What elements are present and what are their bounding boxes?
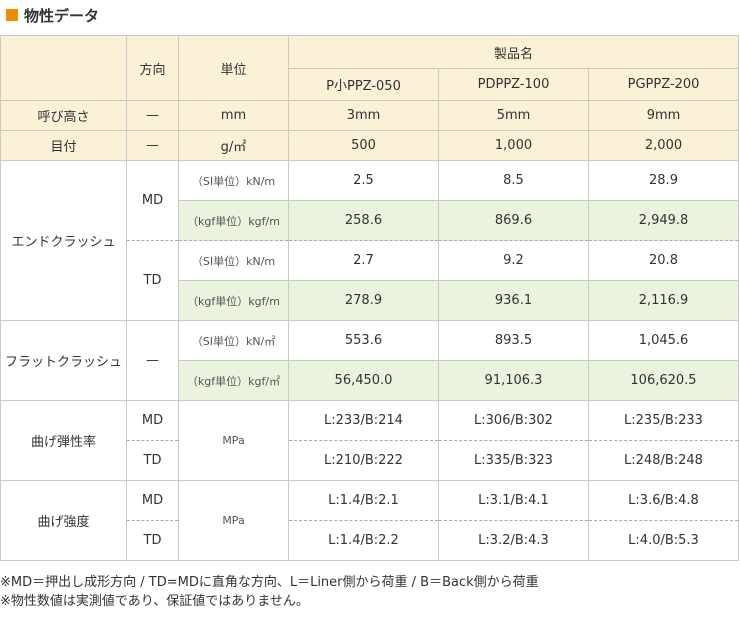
value-cell: L:210/B:222 xyxy=(288,440,439,481)
value-cell: L:4.0/B:5.3 xyxy=(588,520,739,561)
property-table: 方向 単位 製品名 P小PPZ-050 PDPPZ-100 PGPPZ-200 … xyxy=(0,35,739,561)
product-1: P小PPZ-050 xyxy=(288,68,439,101)
unit-cell: mm xyxy=(178,100,289,131)
value-cell: L:248/B:248 xyxy=(588,440,739,481)
direction-cell: TD xyxy=(126,520,179,561)
note-line: ※物性数値は実測値であり、保証値ではありません。 xyxy=(0,594,309,609)
value-cell: 106,620.5 xyxy=(588,360,739,401)
value-cell: 2,000 xyxy=(588,130,739,161)
orange-square-icon xyxy=(6,9,18,21)
unit-cell: MPa xyxy=(178,480,289,561)
value-cell: 91,106.3 xyxy=(438,360,589,401)
unit-cell: （kgf単位）kgf/㎡ xyxy=(178,360,289,401)
direction-cell: — xyxy=(126,100,179,131)
header-direction: 方向 xyxy=(126,35,179,101)
value-cell: L:3.1/B:4.1 xyxy=(438,480,589,521)
product-3: PGPPZ-200 xyxy=(588,68,739,101)
value-cell: 2,116.9 xyxy=(588,280,739,321)
value-cell: L:233/B:214 xyxy=(288,400,439,441)
note-line: ※MD＝押出し成形方向 / TD=MDに直角な方向、L＝Liner側から荷重 /… xyxy=(0,575,539,590)
value-cell: L:235/B:233 xyxy=(588,400,739,441)
direction-cell: MD xyxy=(126,160,179,241)
value-cell: 553.6 xyxy=(288,320,439,361)
row-label-mesh: 目付 xyxy=(0,130,127,161)
unit-cell: （kgf単位）kgf/m xyxy=(178,200,289,241)
row-label-height: 呼び高さ xyxy=(0,100,127,131)
direction-cell: — xyxy=(126,130,179,161)
value-cell: 2.5 xyxy=(288,160,439,201)
value-cell: 500 xyxy=(288,130,439,161)
value-cell: 28.9 xyxy=(588,160,739,201)
row-label-flex-strength: 曲げ強度 xyxy=(0,480,127,561)
value-cell: 278.9 xyxy=(288,280,439,321)
section-title: 物性データ xyxy=(0,3,99,27)
section-title-text: 物性データ xyxy=(24,6,100,25)
value-cell: 3mm xyxy=(288,100,439,131)
value-cell: L:306/B:302 xyxy=(438,400,589,441)
value-cell: L:335/B:323 xyxy=(438,440,589,481)
value-cell: L:1.4/B:2.1 xyxy=(288,480,439,521)
value-cell: 893.5 xyxy=(438,320,589,361)
value-cell: L:1.4/B:2.2 xyxy=(288,520,439,561)
unit-cell: （SI単位）kN/m xyxy=(178,160,289,201)
direction-cell: — xyxy=(126,320,179,401)
direction-cell: TD xyxy=(126,240,179,321)
unit-cell: （SI単位）kN/m xyxy=(178,240,289,281)
value-cell: 1,045.6 xyxy=(588,320,739,361)
value-cell: 869.6 xyxy=(438,200,589,241)
value-cell: 258.6 xyxy=(288,200,439,241)
unit-cell: （SI単位）kN/㎡ xyxy=(178,320,289,361)
value-cell: 20.8 xyxy=(588,240,739,281)
row-label-end-crush: エンドクラッシュ xyxy=(0,160,127,321)
value-cell: 9mm xyxy=(588,100,739,131)
value-cell: 1,000 xyxy=(438,130,589,161)
value-cell: 8.5 xyxy=(438,160,589,201)
product-2: PDPPZ-100 xyxy=(438,68,589,101)
value-cell: 9.2 xyxy=(438,240,589,281)
header-product-name: 製品名 xyxy=(288,35,739,69)
value-cell: 2.7 xyxy=(288,240,439,281)
row-label-flex-modulus: 曲げ弾性率 xyxy=(0,400,127,481)
value-cell: 56,450.0 xyxy=(288,360,439,401)
value-cell: L:3.2/B:4.3 xyxy=(438,520,589,561)
notes: ※MD＝押出し成形方向 / TD=MDに直角な方向、L＝Liner側から荷重 /… xyxy=(0,573,539,611)
direction-cell: MD xyxy=(126,400,179,441)
row-label-flat-crush: フラットクラッシュ xyxy=(0,320,127,401)
header-unit: 単位 xyxy=(178,35,289,101)
value-cell: 2,949.8 xyxy=(588,200,739,241)
unit-cell: （kgf単位）kgf/m xyxy=(178,280,289,321)
value-cell: 936.1 xyxy=(438,280,589,321)
direction-cell: MD xyxy=(126,480,179,521)
direction-cell: TD xyxy=(126,440,179,481)
unit-cell: g/㎡ xyxy=(178,130,289,161)
header-blank xyxy=(0,35,127,101)
unit-cell: MPa xyxy=(178,400,289,481)
value-cell: L:3.6/B:4.8 xyxy=(588,480,739,521)
value-cell: 5mm xyxy=(438,100,589,131)
